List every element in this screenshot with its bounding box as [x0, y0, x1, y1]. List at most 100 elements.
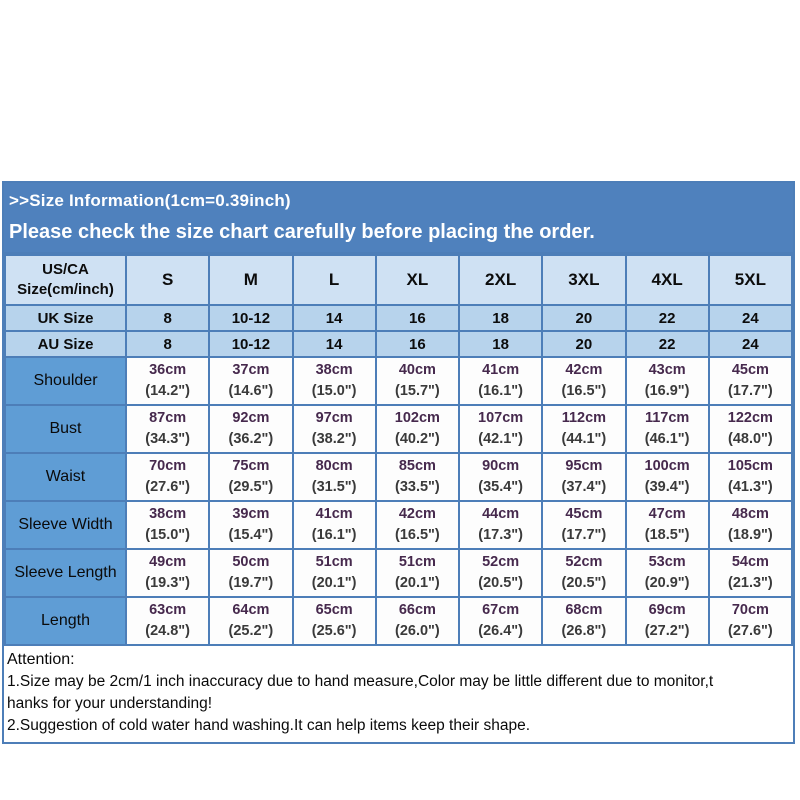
size-column-header: 4XL [624, 254, 710, 306]
measurement-inch-value: (15.4") [228, 527, 274, 543]
measurement-cm-value: 64cm [232, 602, 270, 618]
measurement-row: Sleeve Length 49cm (19.3") 50cm (19.7") 51cm (… [4, 548, 794, 598]
region-size-cell: 10-12 [208, 304, 294, 332]
measurement-inch-value: (16.1") [478, 383, 523, 399]
measurement-cm-value: 80cm [315, 458, 353, 474]
measurement-cm-value: 49cm [149, 554, 187, 570]
region-size-row: UK Size 8 10-12 14 16 18 20 22 24 [4, 304, 794, 332]
measurement-cm-value: 122cm [727, 410, 773, 426]
measurement-cell: 41cm (16.1") [291, 500, 377, 550]
measurement-cell: 40cm (15.7") [374, 356, 461, 406]
measurement-cm-value: 45cm [731, 362, 769, 378]
measurement-cell: 44cm (17.3") [457, 500, 544, 550]
measurement-inch-value: (31.5") [311, 479, 357, 495]
measurement-cell: 70cm (27.6") [707, 596, 794, 646]
measurement-cell: 49cm (19.3") [124, 548, 211, 598]
measurement-cell: 48cm (18.9") [707, 500, 794, 550]
size-check-warning: Please check the size chart carefully be… [9, 221, 595, 243]
measurement-cell: 87cm (34.3") [124, 404, 211, 454]
measurement-cm-value: 37cm [232, 362, 270, 378]
measurement-inch-value: (39.4") [644, 479, 690, 495]
measurement-cm-value: 65cm [315, 602, 353, 618]
size-column-header: XL [374, 254, 461, 306]
measurement-inch-value: (16.5") [394, 527, 440, 543]
measurement-cm-value: 42cm [398, 506, 436, 522]
measurement-cell: 52cm (20.5") [541, 548, 627, 598]
measurement-cm-value: 38cm [149, 506, 187, 522]
attention-section: Attention: 1.Size may be 2cm/1 inch inac… [4, 646, 793, 742]
size-unit-header: US/CA Size(cm/inch) [4, 254, 127, 306]
measurement-cell: 68cm (26.8") [541, 596, 627, 646]
size-column-header: 2XL [457, 254, 544, 306]
measurement-cell: 38cm (15.0") [291, 356, 377, 406]
measurement-inch-value: (29.5") [228, 479, 274, 495]
attention-title: Attention: [7, 651, 75, 668]
measurement-inch-value: (20.5") [478, 575, 523, 591]
measurement-cm-value: 90cm [482, 458, 520, 474]
measurement-inch-value: (19.7") [228, 575, 274, 591]
measurement-row: Bust 87cm (34.3") 92cm (36.2") 97cm (38.2") 102… [4, 404, 794, 454]
size-chart-panel: >>Size Information(1cm=0.39inch) Please … [2, 181, 795, 744]
attention-note-line: 2.Suggestion of cold water hand washing.… [7, 717, 531, 734]
size-info-title: >>Size Information(1cm=0.39inch) [9, 191, 291, 210]
measurement-cell: 42cm (16.5") [374, 500, 461, 550]
measurement-cm-value: 47cm [648, 506, 686, 522]
measurement-cell: 75cm (29.5") [208, 452, 294, 502]
measurement-inch-value: (20.5") [561, 575, 607, 591]
measurement-inch-value: (27.2") [644, 623, 690, 639]
region-size-cell: 24 [707, 330, 794, 358]
measurement-cm-value: 67cm [482, 602, 520, 618]
measurement-cell: 92cm (36.2") [208, 404, 294, 454]
measurement-cell: 39cm (15.4") [208, 500, 294, 550]
measurement-cell: 45cm (17.7") [707, 356, 794, 406]
attention-note-line: hanks for your understanding! [7, 695, 213, 712]
region-size-cell: 16 [374, 330, 461, 358]
region-size-cell: 18 [457, 304, 544, 332]
measurement-cell: 38cm (15.0") [124, 500, 211, 550]
measurement-inch-value: (27.6") [145, 479, 190, 495]
measurement-cm-value: 44cm [482, 506, 520, 522]
measurement-inch-value: (16.1") [311, 527, 357, 543]
measurement-cm-value: 112cm [561, 410, 607, 426]
measurement-row-label: Length [4, 596, 127, 646]
measurement-cell: 117cm (46.1") [624, 404, 710, 454]
measurement-cell: 42cm (16.5") [541, 356, 627, 406]
measurement-cm-value: 69cm [648, 602, 686, 618]
measurement-cm-value: 41cm [482, 362, 520, 378]
size-unit-header-line1: US/CA [42, 261, 89, 278]
measurement-cell: 53cm (20.9") [624, 548, 710, 598]
measurement-cm-value: 97cm [315, 410, 353, 426]
region-size-cell: 14 [291, 330, 377, 358]
measurement-cm-value: 48cm [731, 506, 769, 522]
measurement-cell: 122cm (48.0") [707, 404, 794, 454]
measurement-inch-value: (27.6") [727, 623, 773, 639]
measurement-cell: 69cm (27.2") [624, 596, 710, 646]
measurement-cell: 67cm (26.4") [457, 596, 544, 646]
measurement-row: Length 63cm (24.8") 64cm (25.2") 65cm (25.6") 6… [4, 596, 794, 646]
size-column-header: M [208, 254, 294, 306]
measurement-cell: 100cm (39.4") [624, 452, 710, 502]
measurement-cm-value: 45cm [565, 506, 603, 522]
measurement-inch-value: (34.3") [145, 431, 190, 447]
measurement-row: Waist 70cm (27.6") 75cm (29.5") 80cm (31.5") 85… [4, 452, 794, 502]
measurement-inch-value: (20.1") [311, 575, 357, 591]
measurement-cell: 95cm (37.4") [541, 452, 627, 502]
measurement-inch-value: (42.1") [478, 431, 523, 447]
measurement-inch-value: (18.9") [727, 527, 773, 543]
measurement-inch-value: (17.7") [727, 383, 773, 399]
measurement-inch-value: (26.8") [561, 623, 607, 639]
size-info-banner: >>Size Information(1cm=0.39inch) Please … [4, 183, 793, 254]
measurement-cell: 97cm (38.2") [291, 404, 377, 454]
attention-note-line: 1.Size may be 2cm/1 inch inaccuracy due … [7, 673, 714, 690]
measurement-inch-value: (14.6") [228, 383, 274, 399]
measurement-cell: 64cm (25.2") [208, 596, 294, 646]
measurement-row-label: Bust [4, 404, 127, 454]
region-size-cell: 16 [374, 304, 461, 332]
measurement-inch-value: (19.3") [145, 575, 190, 591]
measurement-cell: 37cm (14.6") [208, 356, 294, 406]
measurement-inch-value: (40.2") [394, 431, 440, 447]
measurement-cm-value: 85cm [398, 458, 436, 474]
measurement-cell: 80cm (31.5") [291, 452, 377, 502]
measurement-cm-value: 95cm [565, 458, 603, 474]
measurement-row-label: Shoulder [4, 356, 127, 406]
